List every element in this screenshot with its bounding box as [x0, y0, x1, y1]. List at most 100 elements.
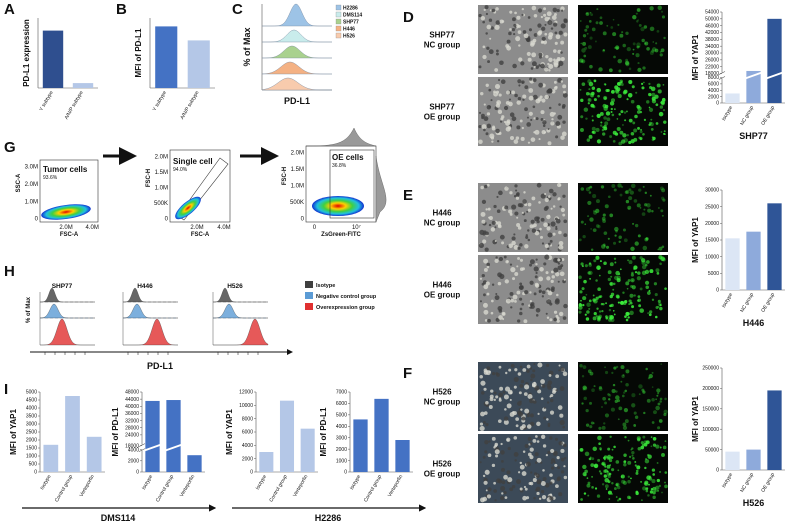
fluorescent-cell [605, 315, 608, 319]
cell [548, 195, 551, 198]
fluorescent-cell [633, 128, 638, 133]
fluorescent-cell [648, 121, 652, 125]
y-axis-label: PD-L1 expression [22, 19, 31, 87]
cell [515, 36, 521, 42]
cell [537, 97, 542, 102]
fluorescent-cell [601, 128, 605, 132]
bar [187, 455, 202, 472]
fluorescent-cell [652, 486, 657, 491]
y-tick-label: 50000 [705, 17, 719, 23]
cell [517, 79, 522, 84]
fluorescent-cell [585, 117, 588, 120]
cell [522, 94, 527, 99]
cell [537, 8, 543, 13]
y-axis-label: MFI of YAP1 [691, 217, 700, 263]
bar [72, 83, 94, 88]
cell [547, 401, 550, 404]
cell [506, 437, 511, 442]
fluorescent-cell [597, 224, 601, 229]
category-label: NC group [739, 105, 755, 127]
cell [549, 410, 555, 415]
fluorescent-cell [608, 394, 612, 397]
fluorescent-cell [620, 83, 624, 87]
axis-break [718, 71, 726, 75]
category-label: Verteporfin [179, 474, 196, 498]
cell [539, 55, 542, 59]
fluorescent-cell [604, 413, 610, 418]
fluorescent-cell [632, 48, 635, 51]
cell [563, 219, 568, 224]
cell [555, 135, 559, 139]
fluorescent-cell [586, 32, 589, 35]
y-tick-label: 0 [716, 288, 719, 294]
fluorescent-cell [606, 456, 611, 461]
fluorescent-cell [617, 399, 621, 403]
fluorescent-cell [639, 136, 643, 141]
cell [482, 421, 486, 424]
fluorescent-cell [641, 260, 646, 266]
fluorescent-cell [640, 499, 643, 502]
fluorescent-cell [644, 203, 648, 207]
panel-letter: C [232, 1, 243, 18]
cell [486, 494, 492, 499]
fluorescent-cell [638, 393, 641, 396]
cell [516, 15, 521, 20]
fluorescent-cell [624, 60, 630, 66]
fluorescent-cell [603, 474, 607, 478]
cell [534, 129, 540, 135]
fluorescent-cell [612, 383, 616, 387]
cell [485, 32, 488, 35]
fluorescent-cell [606, 472, 611, 476]
cell [524, 408, 530, 414]
fluorescent-cell [580, 299, 582, 302]
fluorescent-cell [600, 121, 603, 124]
cell [546, 418, 549, 421]
fluorescent-cell [626, 98, 629, 101]
cell [530, 471, 533, 474]
bar [279, 400, 295, 472]
fluorescent-cell [584, 223, 587, 226]
cell [501, 480, 506, 485]
cell [518, 84, 521, 87]
fluorescent-cell [622, 228, 626, 232]
cell [521, 424, 526, 429]
cell [481, 219, 486, 224]
fluorescent-cell [583, 473, 587, 477]
y-tick-label: 2.0M [291, 151, 304, 157]
gate [177, 157, 229, 221]
fluorescent-cell [618, 141, 623, 146]
legend-label: DMS114 [343, 13, 362, 19]
fluorescent-cell [619, 130, 624, 135]
cell [526, 210, 529, 213]
fluorescent-cell [587, 369, 592, 374]
cell [525, 461, 531, 467]
cell [487, 318, 491, 323]
fluorescent-cell [653, 410, 657, 415]
fluorescent-cell [652, 443, 657, 447]
fluorescent-cell [645, 440, 650, 445]
cell [524, 290, 529, 295]
fluorescent-cell [646, 453, 650, 457]
y-tick-label: 1.0M [25, 199, 38, 205]
fluorescent-cell [609, 464, 612, 466]
category-label: Verteporfin [387, 474, 404, 498]
fluorescent-cell [659, 306, 663, 311]
cell [519, 464, 525, 470]
fluorescent-cell [640, 445, 645, 450]
cell [543, 416, 547, 420]
fluorescent-cell [650, 445, 653, 448]
cell [529, 263, 533, 267]
fluorescent-cell [579, 364, 583, 368]
legend-label: Isotype [316, 283, 335, 289]
gate [329, 149, 375, 219]
fluorescent-cell [580, 220, 584, 224]
fluorescent-cell [643, 202, 648, 207]
y-tick-label: 6000 [708, 82, 719, 88]
cell [555, 272, 560, 277]
cell [540, 63, 545, 69]
cell [544, 254, 550, 260]
cell [490, 389, 494, 393]
group-label: DMS114 [101, 513, 136, 523]
image-label: OE group [424, 470, 461, 479]
fluorescent-cell [661, 491, 663, 494]
